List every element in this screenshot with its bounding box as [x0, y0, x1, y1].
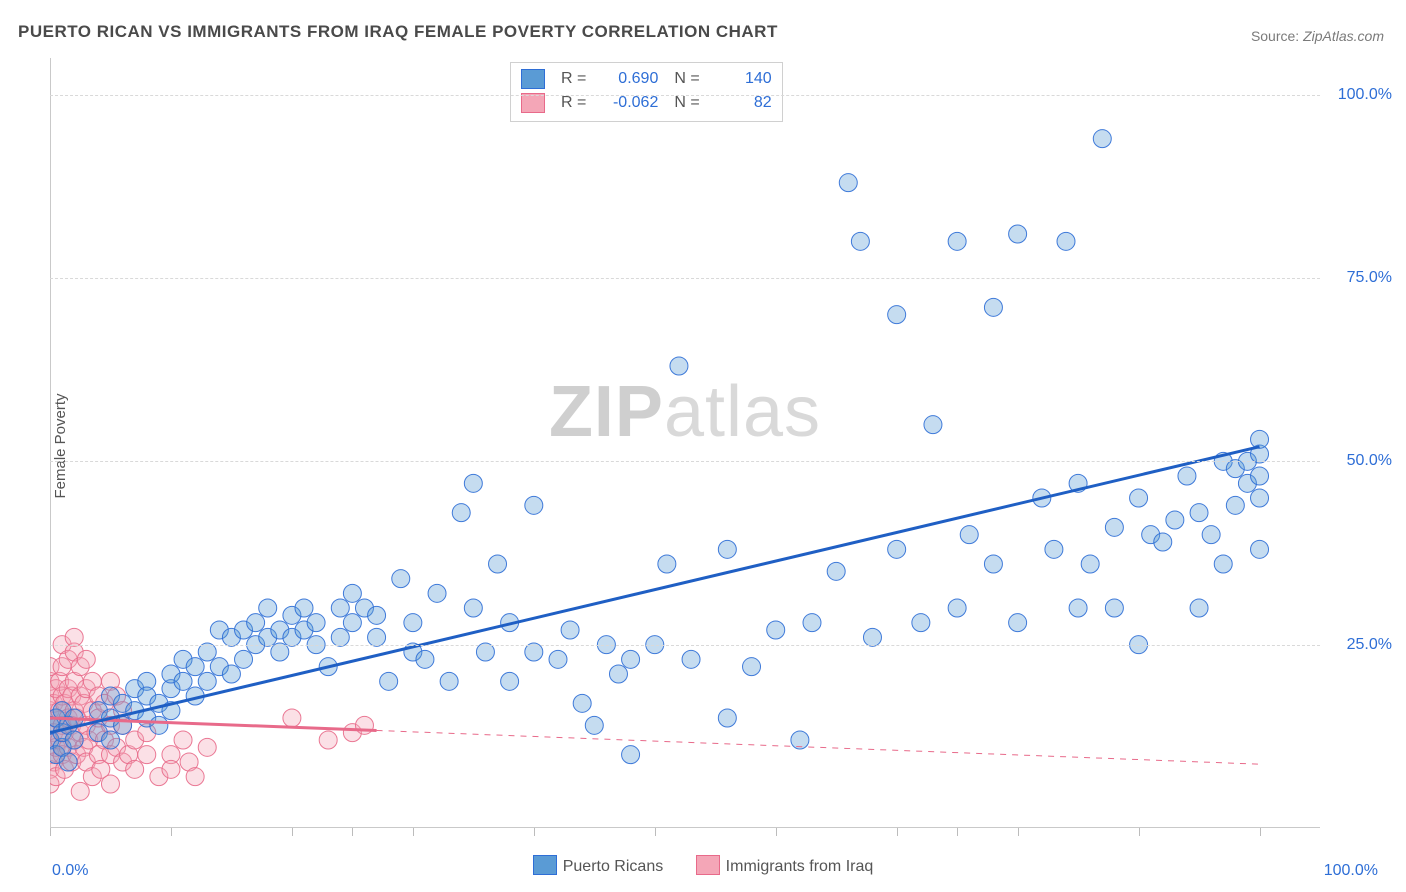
y-tick-label: 25.0%	[1347, 636, 1392, 654]
source-label: Source:	[1251, 28, 1299, 44]
bottom-legend: Puerto Ricans Immigrants from Iraq	[0, 855, 1406, 876]
legend-item-blue: Puerto Ricans	[533, 858, 668, 875]
plot-area: ZIPatlas R = 0.690 N = 140 R = -0.062 N …	[50, 58, 1320, 828]
y-tick-label: 75.0%	[1347, 269, 1392, 287]
source-attribution: Source: ZipAtlas.com	[1251, 28, 1384, 44]
legend-label-pink: Immigrants from Iraq	[726, 858, 874, 875]
y-tick-label: 50.0%	[1347, 452, 1392, 470]
legend-label-blue: Puerto Ricans	[563, 858, 664, 875]
legend-swatch-blue	[533, 855, 557, 875]
y-tick-label: 100.0%	[1338, 86, 1392, 104]
legend-item-pink: Immigrants from Iraq	[696, 858, 874, 875]
legend-swatch-pink	[696, 855, 720, 875]
chart-title: PUERTO RICAN VS IMMIGRANTS FROM IRAQ FEM…	[18, 22, 778, 42]
chart-svg	[50, 58, 1320, 828]
source-value: ZipAtlas.com	[1303, 28, 1384, 44]
